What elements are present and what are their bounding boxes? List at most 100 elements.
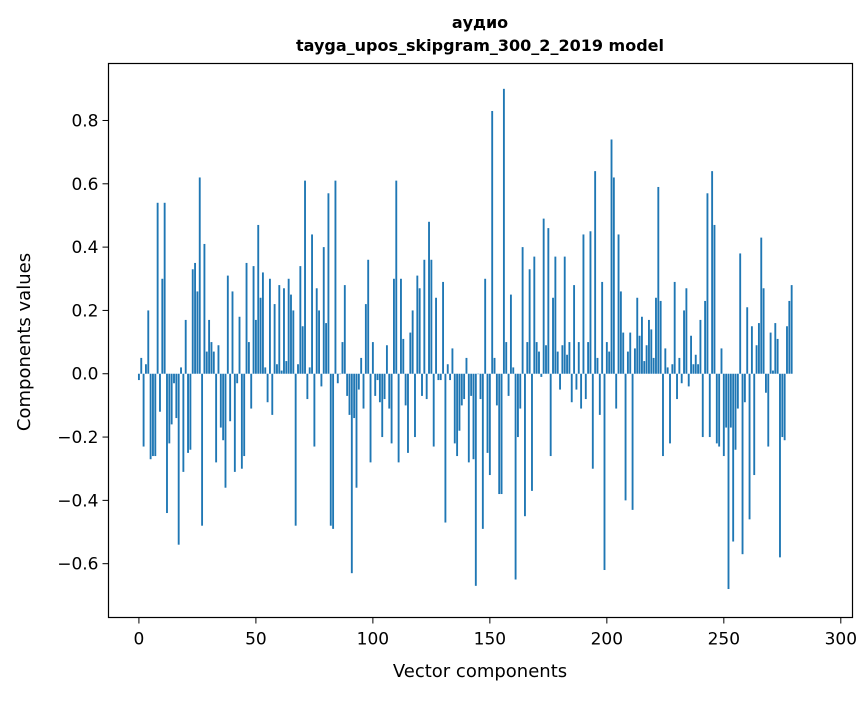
bar: [271, 374, 273, 415]
bar: [451, 348, 453, 373]
y-tick-label: 0.2: [71, 301, 98, 321]
bar: [243, 374, 245, 456]
bar: [725, 374, 727, 428]
bar: [236, 374, 238, 384]
bar: [215, 374, 217, 463]
bar: [152, 374, 154, 456]
bar: [538, 352, 540, 374]
bar: [391, 374, 393, 444]
bar: [758, 323, 760, 374]
bar: [161, 279, 163, 374]
bar: [299, 266, 301, 374]
bar: [751, 326, 753, 373]
bar: [749, 374, 751, 520]
bar: [767, 374, 769, 447]
bar: [653, 358, 655, 374]
bar: [388, 374, 390, 409]
bar: [671, 364, 673, 374]
bar: [690, 336, 692, 374]
bar: [222, 374, 224, 440]
bar: [426, 374, 428, 399]
y-tick-label: −0.6: [57, 555, 98, 575]
bar: [248, 342, 250, 374]
bar: [370, 374, 372, 463]
bar: [351, 374, 353, 573]
bar: [468, 374, 470, 463]
bar: [461, 374, 463, 406]
bar: [154, 374, 156, 456]
bar: [447, 364, 449, 374]
bar: [669, 374, 671, 444]
bar: [297, 364, 299, 374]
bar: [381, 374, 383, 437]
bar: [232, 291, 234, 373]
bar: [732, 374, 734, 542]
bar: [774, 323, 776, 374]
bar: [241, 374, 243, 469]
bar: [313, 374, 315, 447]
bar: [545, 345, 547, 373]
x-tick-label: 100: [357, 630, 389, 650]
bar: [402, 339, 404, 374]
bar: [685, 288, 687, 373]
bar: [583, 234, 585, 373]
bar: [140, 358, 142, 374]
y-axis-label: Components values: [14, 253, 35, 431]
bar: [278, 285, 280, 374]
bar: [379, 374, 381, 402]
bar: [255, 320, 257, 374]
bar: [707, 193, 709, 373]
bar: [173, 374, 175, 384]
bar: [342, 342, 344, 374]
bar: [611, 139, 613, 373]
bar: [283, 288, 285, 373]
bar: [372, 342, 374, 374]
bar: [517, 374, 519, 437]
bar: [250, 374, 252, 409]
bar: [599, 374, 601, 415]
bar: [274, 304, 276, 374]
bar: [185, 320, 187, 374]
bar: [159, 374, 161, 412]
bar: [777, 339, 779, 374]
bar: [327, 193, 329, 373]
bar: [594, 171, 596, 374]
bar: [709, 374, 711, 437]
bar: [561, 345, 563, 373]
bar: [487, 374, 489, 453]
bar: [466, 358, 468, 374]
bar: [770, 333, 772, 374]
bar: [524, 374, 526, 516]
bar: [650, 329, 652, 373]
bar: [781, 374, 783, 437]
bar: [519, 374, 521, 409]
bar: [662, 374, 664, 456]
bar: [494, 358, 496, 374]
y-tick-label: 0.6: [71, 175, 98, 195]
bar: [510, 295, 512, 374]
x-tick-label: 50: [245, 630, 267, 650]
bar: [419, 288, 421, 373]
bar: [171, 374, 173, 425]
bar: [189, 374, 191, 450]
bar: [335, 181, 337, 374]
bar: [192, 269, 194, 373]
bar: [260, 298, 262, 374]
bar: [199, 177, 201, 373]
bar: [218, 345, 220, 373]
x-axis-label: Vector components: [393, 661, 567, 682]
bar: [608, 352, 610, 374]
bar: [470, 374, 472, 396]
bar: [676, 374, 678, 399]
bar: [337, 374, 339, 384]
bar: [678, 358, 680, 374]
bar: [699, 320, 701, 374]
bar: [456, 374, 458, 456]
x-tick-label: 300: [825, 630, 857, 650]
bar: [168, 374, 170, 444]
bar: [557, 352, 559, 374]
chart-title: аудио: [452, 13, 508, 32]
bar: [201, 374, 203, 526]
